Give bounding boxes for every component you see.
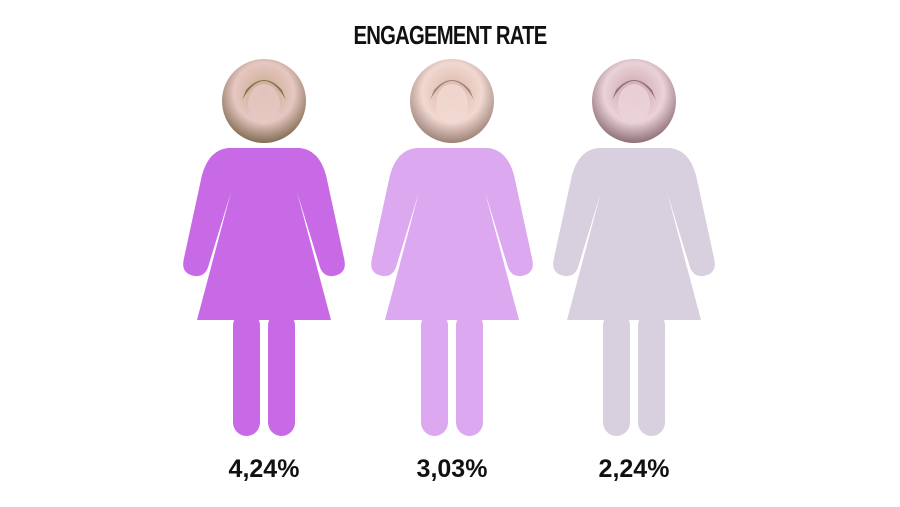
figure-leg-right — [638, 312, 665, 436]
portrait-hair — [612, 80, 656, 100]
figure-leg-left — [603, 312, 630, 436]
value-label: 4,24% — [229, 455, 300, 483]
female-figure: 2,24% — [553, 59, 715, 483]
figure-leg-right — [268, 312, 295, 436]
figure-body — [553, 148, 715, 320]
figure-leg-right — [456, 312, 483, 436]
value-label: 3,03% — [417, 455, 488, 483]
portrait-face — [436, 84, 468, 124]
figure-body — [183, 148, 345, 320]
portrait-face — [618, 84, 650, 124]
chart-title: ENGAGEMENT RATE — [353, 20, 547, 50]
figure-leg-left — [233, 312, 260, 436]
figures-group: 4,24% 3,03% 2,24% — [183, 59, 715, 483]
figure-leg-left — [421, 312, 448, 436]
female-figure: 3,03% — [371, 59, 533, 483]
figure-body — [371, 148, 533, 320]
portrait-face — [248, 84, 280, 124]
portrait-hair — [430, 80, 474, 100]
portrait-hair — [242, 80, 286, 100]
female-figure: 4,24% — [183, 59, 345, 483]
value-label: 2,24% — [599, 455, 670, 483]
